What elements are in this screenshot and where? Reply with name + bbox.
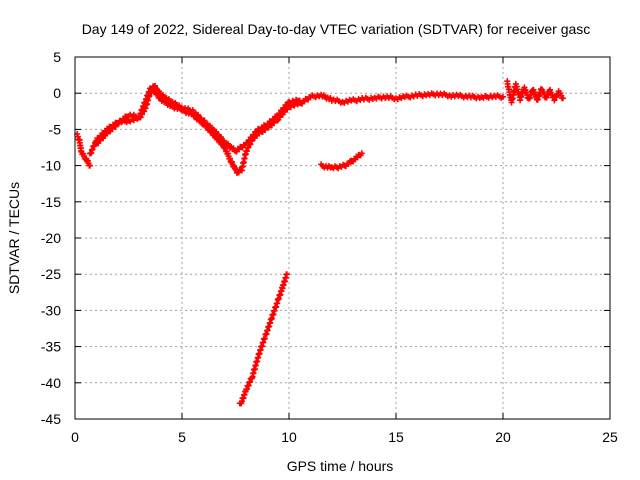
data-point	[274, 114, 281, 121]
series-mid-arc	[318, 150, 365, 172]
data-point	[358, 150, 365, 157]
y-tick-label: -40	[41, 375, 61, 391]
plot-frame	[74, 56, 611, 420]
y-tick-label: -35	[41, 339, 61, 355]
series-steep-line	[236, 271, 290, 407]
y-tick-label: -20	[41, 230, 61, 246]
data-point	[559, 95, 566, 102]
y-tick-labels: 5 0 -5 -10 -15 -20 -25 -30 -35 -40 -45	[41, 49, 61, 427]
x-tick-label: 0	[71, 429, 79, 445]
y-tick-label: -30	[41, 302, 61, 318]
chart-title: Day 149 of 2022, Sidereal Day-to-day VTE…	[82, 21, 591, 37]
data-point	[296, 97, 303, 104]
data-points	[74, 78, 566, 407]
y-tick-label: -15	[41, 194, 61, 210]
data-point	[284, 102, 291, 109]
data-point	[543, 94, 550, 101]
series-end-block	[504, 78, 566, 106]
x-tick-label: 15	[388, 429, 404, 445]
y-axis-label: SDTVAR / TECUs	[6, 182, 22, 294]
y-tick-label: -10	[41, 158, 61, 174]
x-axis-label: GPS time / hours	[287, 458, 394, 474]
data-point	[500, 93, 506, 100]
data-point	[86, 162, 93, 169]
data-point	[283, 271, 290, 278]
x-tick-label: 10	[281, 429, 297, 445]
series-lower-start	[74, 130, 93, 169]
x-tick-label: 20	[495, 429, 511, 445]
data-point	[210, 126, 217, 133]
y-tick-label: -25	[41, 266, 61, 282]
series-upper-trace	[93, 82, 303, 155]
x-tick-label: 5	[178, 429, 186, 445]
grid-lines	[75, 57, 610, 419]
y-tick-label: 0	[53, 85, 61, 101]
x-tick-label: 25	[602, 429, 618, 445]
y-tick-label: -5	[49, 121, 62, 137]
y-tick-label: -45	[41, 411, 61, 427]
y-tick-label: 5	[53, 49, 61, 65]
x-tick-labels: 0 5 10 15 20 25	[71, 429, 618, 445]
